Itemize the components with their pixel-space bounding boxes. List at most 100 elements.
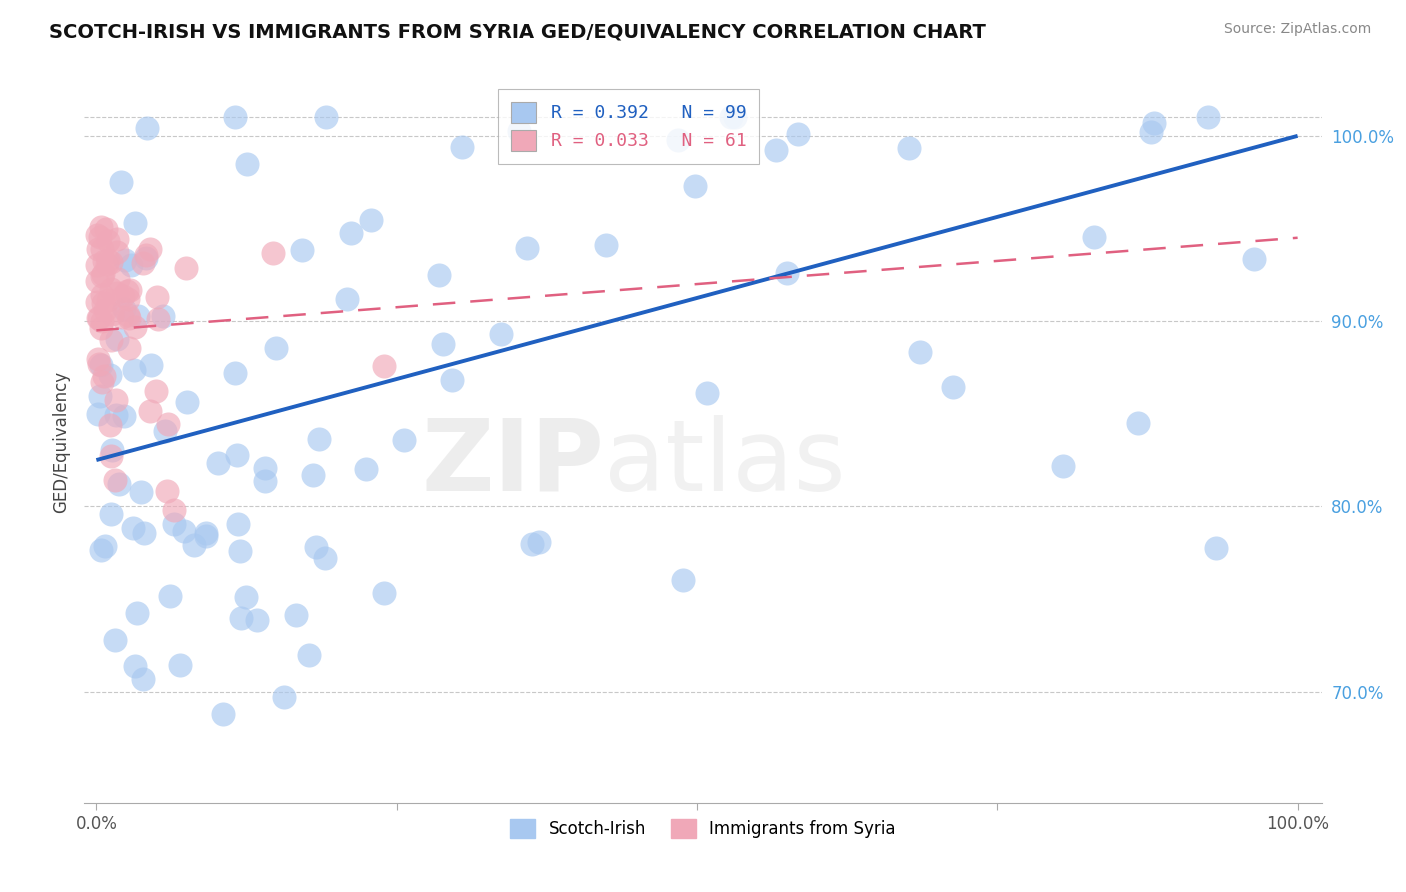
Point — [159, 589, 181, 603]
Point — [153, 424, 176, 438]
Point — [301, 467, 323, 482]
Point — [125, 606, 148, 620]
Point — [129, 485, 152, 500]
Point — [100, 449, 122, 463]
Point — [432, 337, 454, 351]
Point — [136, 121, 159, 136]
Point — [183, 538, 205, 552]
Point — [141, 358, 163, 372]
Point — [94, 539, 117, 553]
Point — [104, 393, 127, 408]
Point — [291, 244, 314, 258]
Point — [1197, 111, 1219, 125]
Point — [156, 484, 179, 499]
Point — [135, 248, 157, 262]
Point — [104, 408, 127, 422]
Point — [132, 672, 155, 686]
Point — [112, 409, 135, 423]
Point — [90, 358, 112, 372]
Point — [194, 525, 217, 540]
Y-axis label: GED/Equivalency: GED/Equivalency — [52, 370, 70, 513]
Point — [91, 288, 114, 302]
Point — [595, 237, 617, 252]
Point — [89, 229, 111, 244]
Point — [112, 301, 135, 316]
Point — [87, 407, 110, 421]
Point — [122, 363, 145, 377]
Point — [207, 456, 229, 470]
Point — [139, 404, 162, 418]
Point — [224, 111, 246, 125]
Point — [91, 267, 114, 281]
Point — [176, 394, 198, 409]
Point — [86, 274, 108, 288]
Point — [360, 213, 382, 227]
Point — [672, 573, 695, 587]
Point — [108, 476, 131, 491]
Point — [354, 462, 377, 476]
Point — [516, 241, 538, 255]
Point — [117, 308, 139, 322]
Point — [1243, 252, 1265, 266]
Point — [90, 268, 112, 283]
Point — [90, 543, 112, 558]
Point — [145, 384, 167, 398]
Point — [86, 228, 108, 243]
Point — [308, 432, 330, 446]
Point — [105, 285, 128, 300]
Point — [121, 521, 143, 535]
Point — [254, 474, 277, 488]
Point — [253, 461, 276, 475]
Point — [91, 314, 114, 328]
Point — [315, 111, 337, 125]
Point — [98, 368, 121, 382]
Point — [105, 232, 128, 246]
Point — [305, 540, 328, 554]
Text: Source: ZipAtlas.com: Source: ZipAtlas.com — [1223, 22, 1371, 37]
Point — [87, 357, 110, 371]
Point — [229, 544, 252, 558]
Point — [127, 814, 149, 829]
Point — [90, 321, 112, 335]
Point — [685, 179, 707, 194]
Point — [117, 292, 139, 306]
Point — [373, 586, 395, 600]
Point — [173, 524, 195, 538]
Point — [114, 252, 136, 267]
Point — [93, 253, 115, 268]
Point — [105, 332, 128, 346]
Point — [162, 516, 184, 531]
Point — [765, 143, 787, 157]
Point — [118, 341, 141, 355]
Point — [169, 658, 191, 673]
Point — [520, 537, 543, 551]
Point — [229, 610, 252, 624]
Point — [724, 111, 747, 125]
Point — [97, 252, 120, 267]
Point — [89, 389, 111, 403]
Point — [1052, 458, 1074, 473]
Point — [314, 551, 336, 566]
Point — [97, 234, 120, 248]
Point — [107, 272, 129, 286]
Point — [451, 139, 474, 153]
Point — [720, 111, 742, 125]
Point — [146, 312, 169, 326]
Point — [104, 632, 127, 647]
Point — [157, 417, 180, 431]
Point — [120, 258, 142, 272]
Point — [87, 352, 110, 367]
Point — [211, 707, 233, 722]
Point — [226, 516, 249, 531]
Point — [91, 295, 114, 310]
Point — [489, 327, 512, 342]
Point — [392, 433, 415, 447]
Point — [776, 266, 799, 280]
Point — [138, 242, 160, 256]
Point — [91, 242, 114, 256]
Text: atlas: atlas — [605, 415, 845, 512]
Point — [118, 310, 141, 325]
Point — [224, 366, 246, 380]
Point — [508, 124, 530, 138]
Point — [100, 255, 122, 269]
